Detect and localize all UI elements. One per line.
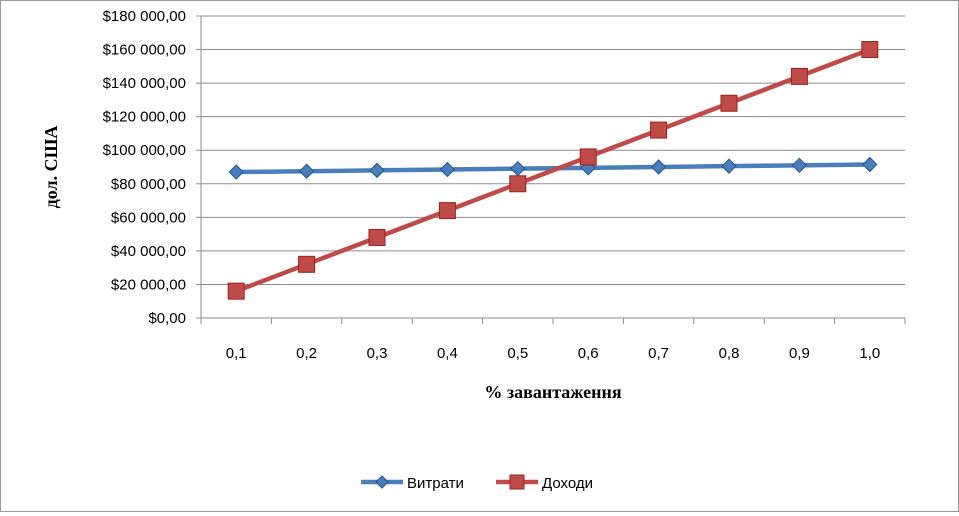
data-point-square (861, 41, 879, 59)
data-point-diamond (791, 157, 808, 174)
y-tick-label: $180 000,00 (103, 8, 186, 25)
x-tick-label: 0,1 (226, 345, 247, 362)
data-point-diamond (298, 163, 315, 179)
legend-item: Доходи (496, 474, 593, 492)
y-tick-labels: $0,00 $20 000,00 $40 000,00 $60 000,00 $80 0… (103, 8, 186, 327)
data-point-square (368, 228, 386, 246)
data-point-diamond (721, 158, 737, 174)
data-point-diamond (510, 160, 526, 177)
y-tick-label: $100 000,00 (103, 142, 186, 159)
x-tick-label: 1,0 (859, 345, 880, 362)
y-tick-label: $0,00 (148, 310, 186, 327)
data-point-diamond (862, 156, 878, 173)
data-point-diamond (650, 159, 667, 175)
x-tick-label: 0,2 (296, 345, 317, 362)
data-point-square (790, 67, 808, 85)
legend-label: Доходи (542, 475, 593, 492)
data-point-square (298, 255, 316, 273)
data-point-diamond (369, 162, 385, 179)
y-tick-label: $40 000,00 (111, 243, 186, 260)
data-point-square (650, 121, 668, 139)
series-line (233, 47, 873, 294)
data-point-diamond (439, 161, 456, 178)
data-point-square (720, 94, 738, 112)
legend-label: Витрати (407, 475, 464, 492)
y-tick-label: $60 000,00 (111, 209, 186, 226)
y-axis-title: дол. США (41, 126, 61, 209)
y-tick-label: $140 000,00 (103, 75, 186, 92)
series-group (227, 41, 879, 300)
legend-item: Витрати (361, 475, 464, 492)
y-tick-label: $120 000,00 (103, 109, 186, 126)
series-2 (227, 41, 879, 300)
x-tick-label: 0,4 (437, 345, 458, 362)
data-point-square (227, 282, 245, 300)
data-point-square (438, 202, 456, 220)
data-point-square (509, 474, 525, 490)
data-point-diamond (228, 164, 244, 180)
y-tick-label: $80 000,00 (111, 176, 186, 193)
gridlines (201, 15, 905, 285)
x-tick-label: 0,8 (719, 345, 740, 362)
x-tick-label: 0,6 (578, 345, 599, 362)
x-tick-label: 0,7 (648, 345, 669, 362)
x-tick-label: 0,9 (789, 345, 810, 362)
data-point-diamond (375, 475, 389, 489)
x-tick-labels: 0,1 0,2 0,3 0,4 0,5 0,6 0,7 0,8 0,9 1,0 (226, 345, 880, 362)
data-point-square (579, 148, 597, 166)
axes (196, 15, 906, 324)
x-axis-title: % завантаження (484, 382, 621, 402)
x-tick-label: 0,5 (507, 345, 528, 362)
data-point-square (509, 175, 527, 193)
legend: Витрати Доходи (361, 474, 593, 492)
y-tick-label: $160 000,00 (103, 42, 186, 59)
y-tick-label: $20 000,00 (111, 276, 186, 293)
x-tick-label: 0,3 (367, 345, 388, 362)
